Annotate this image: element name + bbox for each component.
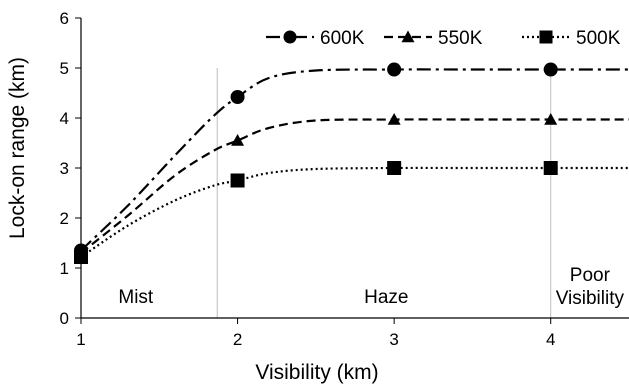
region-label: Poor Visibility xyxy=(556,265,625,309)
legend-label-500k: 500K xyxy=(576,28,621,49)
legend-item-600k: 600K xyxy=(266,28,365,49)
data-point-500k xyxy=(387,161,402,175)
series-line-500k xyxy=(80,166,629,258)
y-tick-label: 1 xyxy=(60,259,69,278)
y-axis-title: Lock-on range (km) xyxy=(6,57,29,239)
legend-item-500k: 500K xyxy=(522,28,621,49)
data-point-500k xyxy=(543,161,558,175)
series-550k xyxy=(74,113,629,259)
region-labels: Mist Haze Poor Visibility xyxy=(118,265,624,309)
legend-marker-600k xyxy=(283,30,297,44)
data-point-600k xyxy=(230,90,245,104)
data-point-500k xyxy=(74,250,88,264)
legend: 600K 550K 500K xyxy=(266,28,621,49)
region-label-line: Haze xyxy=(364,287,408,308)
series-line-550k xyxy=(80,118,629,254)
x-tick-label: 2 xyxy=(233,330,242,349)
data-point-550k xyxy=(544,113,558,125)
x-axis-title: Visibility (km) xyxy=(255,361,378,384)
legend-item-550k: 550K xyxy=(384,28,483,49)
region-dividers xyxy=(216,68,552,318)
region-label-line: Visibility xyxy=(556,288,625,309)
series-group xyxy=(74,62,629,264)
data-point-600k xyxy=(543,62,558,77)
data-point-550k xyxy=(231,134,245,146)
legend-label-550k: 550K xyxy=(438,28,483,49)
data-point-550k xyxy=(387,113,401,125)
y-tick-label: 3 xyxy=(60,159,69,178)
data-point-600k xyxy=(387,62,402,77)
y-tick-label: 4 xyxy=(60,109,69,128)
series-500k xyxy=(74,161,629,264)
x-tick-label: 1 xyxy=(76,330,85,349)
legend-marker-550k xyxy=(401,30,415,43)
region-label-line: Poor xyxy=(570,265,611,286)
x-tick-label: 3 xyxy=(389,330,398,349)
y-tick-label: 2 xyxy=(60,209,69,228)
x-tick-label: 4 xyxy=(546,330,555,349)
y-tick-label: 0 xyxy=(60,309,69,328)
region-label: Haze xyxy=(364,287,408,308)
y-tick-label: 6 xyxy=(60,9,69,28)
y-tick-label: 5 xyxy=(60,59,69,78)
region-label: Mist xyxy=(118,287,154,308)
legend-label-600k: 600K xyxy=(320,28,365,49)
series-600k xyxy=(74,62,629,258)
region-label-line: Mist xyxy=(118,287,154,308)
data-point-500k xyxy=(230,173,245,188)
series-line-600k xyxy=(80,68,629,252)
legend-marker-500k xyxy=(539,30,553,44)
